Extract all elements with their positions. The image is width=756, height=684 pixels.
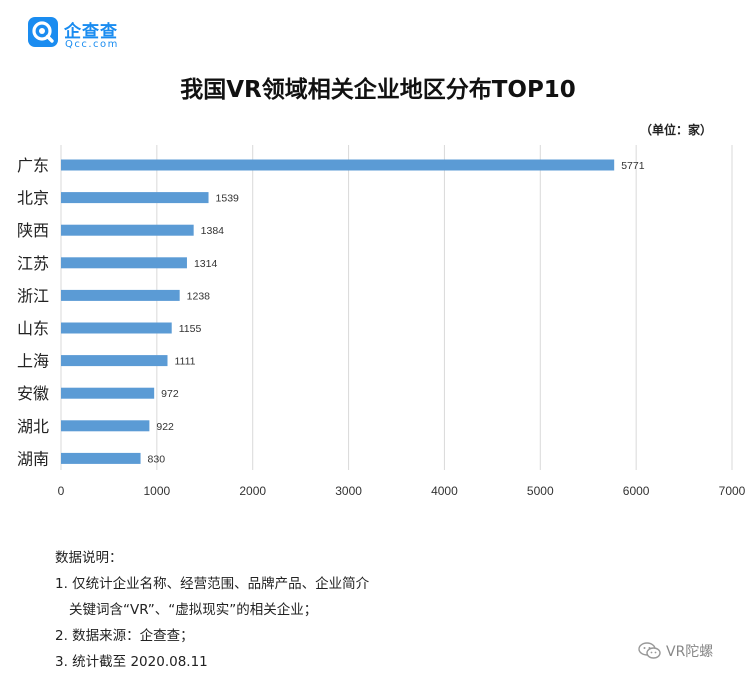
x-tick-label: 4000 — [431, 484, 458, 498]
category-label: 湖北 — [17, 417, 49, 436]
bar-chart: 0 1000 2000 3000 4000 5000 6000 7000 广东 5771 北京 153… — [17, 145, 746, 498]
category-label: 湖南 — [17, 449, 49, 468]
bar — [61, 452, 141, 464]
data-label: 5771 — [621, 160, 645, 172]
category-label: 北京 — [17, 189, 49, 208]
notes-heading: 数据说明： — [55, 550, 123, 566]
bar — [61, 322, 172, 334]
notes-line-3: 3. 统计截至 2020.08.11 — [55, 654, 208, 670]
bar — [61, 289, 180, 301]
bar — [61, 355, 168, 367]
x-tick-label: 6000 — [623, 484, 650, 498]
notes-line-2: 2. 数据来源：企查查； — [55, 628, 194, 644]
x-tick-label: 3000 — [335, 484, 362, 498]
bar — [61, 159, 615, 171]
x-tick-label: 0 — [58, 484, 65, 498]
qcc-magnifier-logo-icon — [28, 17, 58, 47]
category-label: 陕西 — [17, 221, 49, 240]
data-label: 1238 — [187, 290, 211, 302]
data-label: 1314 — [194, 258, 218, 270]
data-label: 1111 — [174, 356, 195, 368]
category-label: 山东 — [17, 319, 49, 338]
data-label: 830 — [148, 453, 166, 465]
brand-name: 企查查 — [64, 22, 118, 42]
category-label: 安徽 — [17, 384, 49, 403]
data-label: 922 — [156, 421, 174, 433]
unit-note: （单位：家） — [639, 123, 712, 137]
watermark-text: VR陀螺 — [666, 644, 714, 660]
bar — [61, 192, 209, 204]
notes-line-1-continued: 关键词含“VR”、“虚拟现实”的相关企业； — [69, 602, 318, 618]
bar — [61, 387, 155, 399]
data-label: 1384 — [201, 225, 225, 237]
notes-line-1: 1. 仅统计企业名称、经营范围、品牌产品、企业简介 — [55, 576, 370, 592]
bar — [61, 257, 187, 269]
data-label: 1539 — [216, 193, 240, 205]
x-tick-label: 5000 — [527, 484, 554, 498]
category-label: 上海 — [17, 352, 49, 371]
wechat-chat-bubble-icon — [638, 642, 662, 664]
x-tick-label: 1000 — [144, 484, 171, 498]
chart-title: 我国VR领域相关企业地区分布TOP10 — [180, 77, 576, 103]
qcc-logo: 企查查 Qcc.com — [28, 17, 138, 57]
data-notes: 数据说明： 1. 仅统计企业名称、经营范围、品牌产品、企业简介 关键词含“VR”… — [55, 545, 369, 675]
x-tick-label: 7000 — [719, 484, 746, 498]
brand-domain: Qcc.com — [65, 39, 119, 50]
bar — [61, 224, 194, 236]
x-tick-label: 2000 — [239, 484, 266, 498]
data-label: 1155 — [179, 323, 202, 335]
category-label: 江苏 — [17, 254, 49, 273]
data-label: 972 — [161, 388, 179, 400]
category-label: 广东 — [17, 156, 49, 175]
category-label: 浙江 — [17, 286, 49, 305]
bar — [61, 420, 150, 432]
